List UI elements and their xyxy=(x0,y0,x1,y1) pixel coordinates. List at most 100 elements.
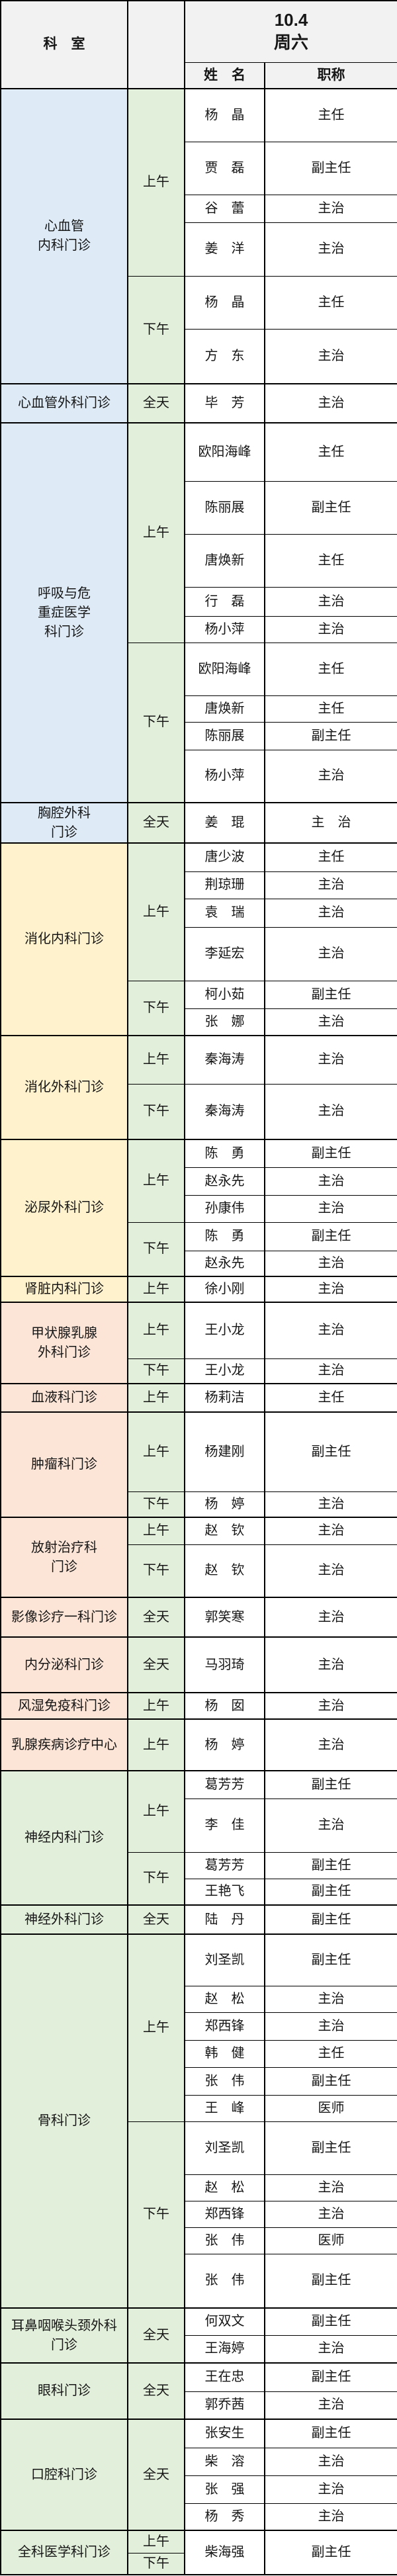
session-cell: 下午 xyxy=(127,1491,185,1518)
doctor-title-cell: 主治 xyxy=(263,1517,397,1545)
doctor-name-cell: 郑西锋 xyxy=(184,2012,265,2041)
doctor-name-cell: 姜 洋 xyxy=(184,222,265,277)
doctor-title-cell: 主治 xyxy=(263,1302,397,1359)
doctor-title-cell: 主治 xyxy=(263,2200,397,2228)
doctor-name-cell: 杨 秀 xyxy=(184,2503,265,2531)
session-cell: 全天 xyxy=(127,2362,185,2420)
doctor-title-cell: 主治 xyxy=(263,1276,397,1303)
doctor-name-cell: 杨小萍 xyxy=(184,615,265,643)
department-cell: 血液科门诊 xyxy=(0,1383,128,1413)
doctor-title-cell: 主任 xyxy=(263,88,397,142)
doctor-name-cell: 张安生 xyxy=(184,2419,265,2448)
doctor-name-cell: 秦海涛 xyxy=(184,1035,265,1085)
doctor-name-cell: 葛芳芳 xyxy=(184,1770,265,1799)
doctor-name-cell: 柯小茹 xyxy=(184,980,265,1009)
doctor-title-cell: 主治 xyxy=(263,328,397,384)
doctor-title-cell: 副主任 xyxy=(263,2253,397,2309)
doctor-title-cell: 主治 xyxy=(263,383,397,423)
doctor-name-cell: 王 峰 xyxy=(184,2094,265,2122)
department-cell: 神经内科门诊 xyxy=(0,1770,128,1906)
doctor-title-cell: 主治 xyxy=(263,1491,397,1518)
header-weekday: 周六 xyxy=(274,32,309,52)
doctor-name-cell: 杨 晶 xyxy=(184,275,265,330)
session-cell: 上午 xyxy=(127,1517,185,1545)
doctor-name-cell: 姜 琨 xyxy=(184,802,265,844)
doctor-name-cell: 杨 囡 xyxy=(184,1692,265,1720)
doctor-title-cell: 主治 xyxy=(263,1194,397,1223)
department-cell: 肾脏内科门诊 xyxy=(0,1276,128,1303)
doctor-name-cell: 郭乔茜 xyxy=(184,2391,265,2420)
doctor-title-cell: 主治 xyxy=(263,926,397,981)
department-cell: 泌尿外科门诊 xyxy=(0,1139,128,1277)
doctor-title-cell: 主任 xyxy=(263,842,397,872)
doctor-title-cell: 主治 xyxy=(263,1985,397,2013)
doctor-name-cell: 陈丽展 xyxy=(184,480,265,535)
doctor-title-cell: 主治 xyxy=(263,1358,397,1384)
doctor-name-cell: 陈 勇 xyxy=(184,1139,265,1168)
doctor-title-cell: 主任 xyxy=(263,2039,397,2068)
doctor-title-cell: 副主任 xyxy=(263,1770,397,1799)
department-cell: 放射治疗科 门诊 xyxy=(0,1517,128,1598)
session-cell: 上午 xyxy=(127,1933,185,2122)
doctor-title-cell: 主治 xyxy=(263,222,397,277)
doctor-title-cell: 主治 xyxy=(263,615,397,643)
doctor-title-cell: 副主任 xyxy=(263,1933,397,1986)
doctor-title-cell: 主任 xyxy=(263,1383,397,1413)
session-cell: 上午 xyxy=(127,2530,185,2554)
doctor-name-cell: 唐少波 xyxy=(184,842,265,872)
doctor-title-cell: 主 治 xyxy=(263,802,397,844)
session-cell: 上午 xyxy=(127,842,185,981)
session-cell: 上午 xyxy=(127,1139,185,1223)
doctor-name-cell: 陆 丹 xyxy=(184,1904,265,1935)
doctor-title-cell: 主任 xyxy=(263,275,397,330)
doctor-name-cell: 赵永先 xyxy=(184,1167,265,1196)
doctor-title-cell: 副主任 xyxy=(263,141,397,195)
doctor-name-cell: 方 东 xyxy=(184,328,265,384)
doctor-title-cell: 主治 xyxy=(263,1167,397,1196)
doctor-title-cell: 主治 xyxy=(263,749,397,803)
session-cell: 全天 xyxy=(127,802,185,844)
doctor-name-cell: 欧阳海峰 xyxy=(184,422,265,482)
doctor-name-cell: 杨 婷 xyxy=(184,1718,265,1771)
department-cell: 心血管外科门诊 xyxy=(0,383,128,423)
session-cell: 上午 xyxy=(127,422,185,643)
doctor-name-cell: 赵 松 xyxy=(184,2174,265,2201)
doctor-title-cell: 主治 xyxy=(263,1718,397,1771)
doctor-name-cell: 刘圣凯 xyxy=(184,2121,265,2175)
doctor-name-cell: 张 伟 xyxy=(184,2066,265,2096)
doctor-name-cell: 柴 溶 xyxy=(184,2447,265,2476)
session-cell: 下午 xyxy=(127,1851,185,1906)
doctor-name-cell: 秦海涛 xyxy=(184,1083,265,1140)
session-cell: 下午 xyxy=(127,1221,185,1277)
doctor-title-cell: 主治 xyxy=(263,1083,397,1140)
department-cell: 骨科门诊 xyxy=(0,1933,128,2309)
doctor-name-cell: 王艳飞 xyxy=(184,1878,265,1906)
doctor-title-cell: 主治 xyxy=(263,194,397,223)
doctor-title-cell: 主任 xyxy=(263,533,397,588)
doctor-name-cell: 杨 晶 xyxy=(184,88,265,142)
session-cell: 下午 xyxy=(127,642,185,803)
doctor-title-cell: 主任 xyxy=(263,642,397,696)
doctor-name-cell: 袁 瑞 xyxy=(184,898,265,928)
session-cell: 下午 xyxy=(127,275,185,384)
doctor-name-cell: 赵 松 xyxy=(184,1985,265,2013)
doctor-name-cell: 唐焕新 xyxy=(184,695,265,723)
department-cell: 神经外科门诊 xyxy=(0,1904,128,1935)
doctor-name-cell: 柴海强 xyxy=(184,2530,265,2575)
doctor-title-cell: 副主任 xyxy=(263,2121,397,2175)
department-cell: 胸腔外科 门诊 xyxy=(0,802,128,844)
doctor-name-cell: 王小龙 xyxy=(184,1358,265,1384)
department-cell: 内分泌科门诊 xyxy=(0,1636,128,1693)
doctor-name-cell: 郑西锋 xyxy=(184,2200,265,2228)
doctor-name-cell: 行 磊 xyxy=(184,586,265,617)
doctor-title-cell: 副主任 xyxy=(263,721,397,750)
doctor-name-cell: 欧阳海峰 xyxy=(184,642,265,696)
doctor-title-cell: 主治 xyxy=(263,586,397,617)
doctor-title-cell: 主治 xyxy=(263,2012,397,2041)
doctor-title-cell: 主治 xyxy=(263,2447,397,2476)
session-cell: 下午 xyxy=(127,980,185,1036)
doctor-title-cell: 副主任 xyxy=(263,2530,397,2575)
doctor-title-cell: 主治 xyxy=(263,2475,397,2504)
doctor-name-cell: 韩 健 xyxy=(184,2039,265,2068)
doctor-name-cell: 荆琼珊 xyxy=(184,871,265,899)
